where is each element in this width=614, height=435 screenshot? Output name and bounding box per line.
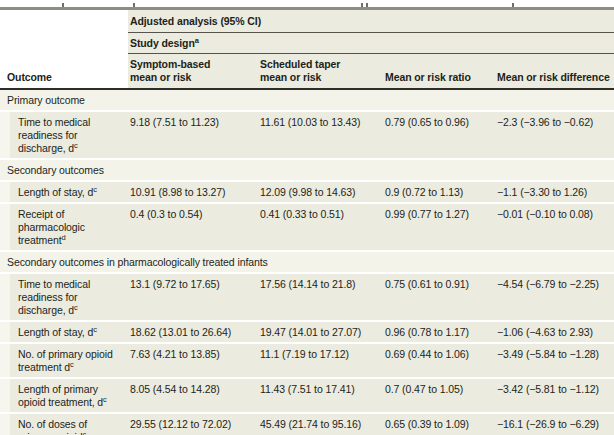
clipped-text-remnant [62,3,64,7]
value-cell: 11.61 (10.03 to 13.43) [258,112,383,158]
value-cell: −0.01 (−0.10 to 0.08) [495,204,614,250]
study-design-header: Study designa [128,33,614,54]
outcome-label-cell: Time to medical readiness for discharge,… [0,112,128,158]
spanner-row-study-design: Study designa [0,33,614,54]
table-row: Length of primary opioid treatment, dc8.… [0,379,614,414]
value-cell: −2.3 (−3.96 to −0.62) [495,112,614,158]
value-cell: 10.91 (8.98 to 13.27) [128,182,258,202]
value-cell: 17.56 (14.14 to 21.8) [258,274,383,320]
table-body: Primary outcomeTime to medical readiness… [0,90,614,435]
value-cell: 0.9 (0.72 to 1.13) [383,182,495,202]
value-cell: 19.47 (14.01 to 27.07) [258,322,383,342]
value-cell: 7.63 (4.21 to 13.85) [128,344,258,377]
column-header: Mean or risk ratio [383,54,495,88]
footnote-marker: c [83,430,87,435]
value-cell: −4.54 (−6.79 to −2.25) [495,274,614,320]
value-cell: −3.42 (−5.81 to −1.12) [495,379,614,412]
outcome-label-cell: Length of stay, dc [0,182,128,202]
outcome-label-cell: No. of doses of primary opioidc [0,414,128,435]
outcomes-table: Adjusted analysis (95% CI) Study designa… [0,0,614,435]
value-cell: −1.06 (−4.63 to 2.93) [495,322,614,342]
section-header-row: Secondary outcomes in pharmacologically … [0,252,614,274]
value-cell: 0.65 (0.39 to 1.09) [383,414,495,435]
value-cell: 29.55 (12.12 to 72.02) [128,414,258,435]
table-row: Time to medical readiness for discharge,… [0,274,614,322]
outcome-column-header: Outcome [0,54,128,88]
value-cell: 0.96 (0.78 to 1.17) [383,322,495,342]
section-header-row: Primary outcome [0,90,614,112]
value-cell: −1.1 (−3.30 to 1.26) [495,182,614,202]
value-cell: 0.7 (0.47 to 1.05) [383,379,495,412]
value-cell: 0.41 (0.33 to 0.51) [258,204,383,250]
table-row: Length of stay, dc18.62 (13.01 to 26.64)… [0,322,614,344]
value-cell: 12.09 (9.98 to 14.63) [258,182,383,202]
header-spacer [0,10,128,33]
table-row: No. of doses of primary opioidc29.55 (12… [0,414,614,435]
column-header: Symptom-basedmean or risk [128,54,258,88]
footnote-marker: c [74,303,78,312]
value-cell: −3.49 (−5.84 to −1.28) [495,344,614,377]
value-cell: 11.43 (7.51 to 17.41) [258,379,383,412]
value-cell: −16.1 (−26.9 to −6.29) [495,414,614,435]
header-spacer [0,33,128,54]
column-headers: Symptom-basedmean or riskScheduled taper… [128,54,614,88]
outcome-label-cell: No. of primary opioid treatment dc [0,344,128,377]
adjusted-analysis-label: Adjusted analysis (95% CI) [130,15,261,27]
clipped-text-remnant [133,3,135,7]
footnote-marker: c [74,141,78,150]
adjusted-analysis-header: Adjusted analysis (95% CI) [128,10,614,33]
outcome-label-cell: Length of stay, dc [0,322,128,342]
value-cell: 13.1 (9.72 to 17.65) [128,274,258,320]
clipped-text-remnant [361,3,363,7]
table-row: Length of stay, dc10.91 (8.98 to 13.27)1… [0,182,614,204]
footnote-marker: c [103,395,107,404]
table-row: Time to medical readiness for discharge,… [0,112,614,160]
clipped-text-remnant [366,3,368,7]
spanner-row-adjusted-analysis: Adjusted analysis (95% CI) [0,10,614,33]
outcome-label-cell: Time to medical readiness for discharge,… [0,274,128,320]
study-design-footnote-marker: a [195,36,199,45]
value-cell: 0.69 (0.44 to 1.06) [383,344,495,377]
footnote-marker: c [93,325,97,334]
clipped-text-remnant [512,3,514,7]
value-cell: 18.62 (13.01 to 26.64) [128,322,258,342]
table-row: Receipt of pharmacologic treatmentd0.4 (… [0,204,614,252]
column-header: Mean or risk difference [495,54,614,88]
value-cell: 11.1 (7.19 to 17.12) [258,344,383,377]
value-cell: 0.79 (0.65 to 0.96) [383,112,495,158]
section-header-row: Secondary outcomes [0,160,614,182]
value-cell: 0.75 (0.61 to 0.91) [383,274,495,320]
outcome-label-cell: Length of primary opioid treatment, dc [0,379,128,412]
study-design-label: Study design [130,37,195,49]
column-header-row: Outcome Symptom-basedmean or riskSchedul… [0,54,614,90]
footnote-marker: d [61,233,65,242]
value-cell: 0.99 (0.77 to 1.27) [383,204,495,250]
value-cell: 9.18 (7.51 to 11.23) [128,112,258,158]
clipped-title-strip [0,0,614,7]
value-cell: 8.05 (4.54 to 14.28) [128,379,258,412]
outcome-label-cell: Receipt of pharmacologic treatmentd [0,204,128,250]
table-row: No. of primary opioid treatment dc7.63 (… [0,344,614,379]
value-cell: 0.4 (0.3 to 0.54) [128,204,258,250]
value-cell: 45.49 (21.74 to 95.16) [258,414,383,435]
footnote-marker: c [93,185,97,194]
column-header: Scheduled tapermean or risk [258,54,383,88]
footnote-marker: c [70,360,74,369]
